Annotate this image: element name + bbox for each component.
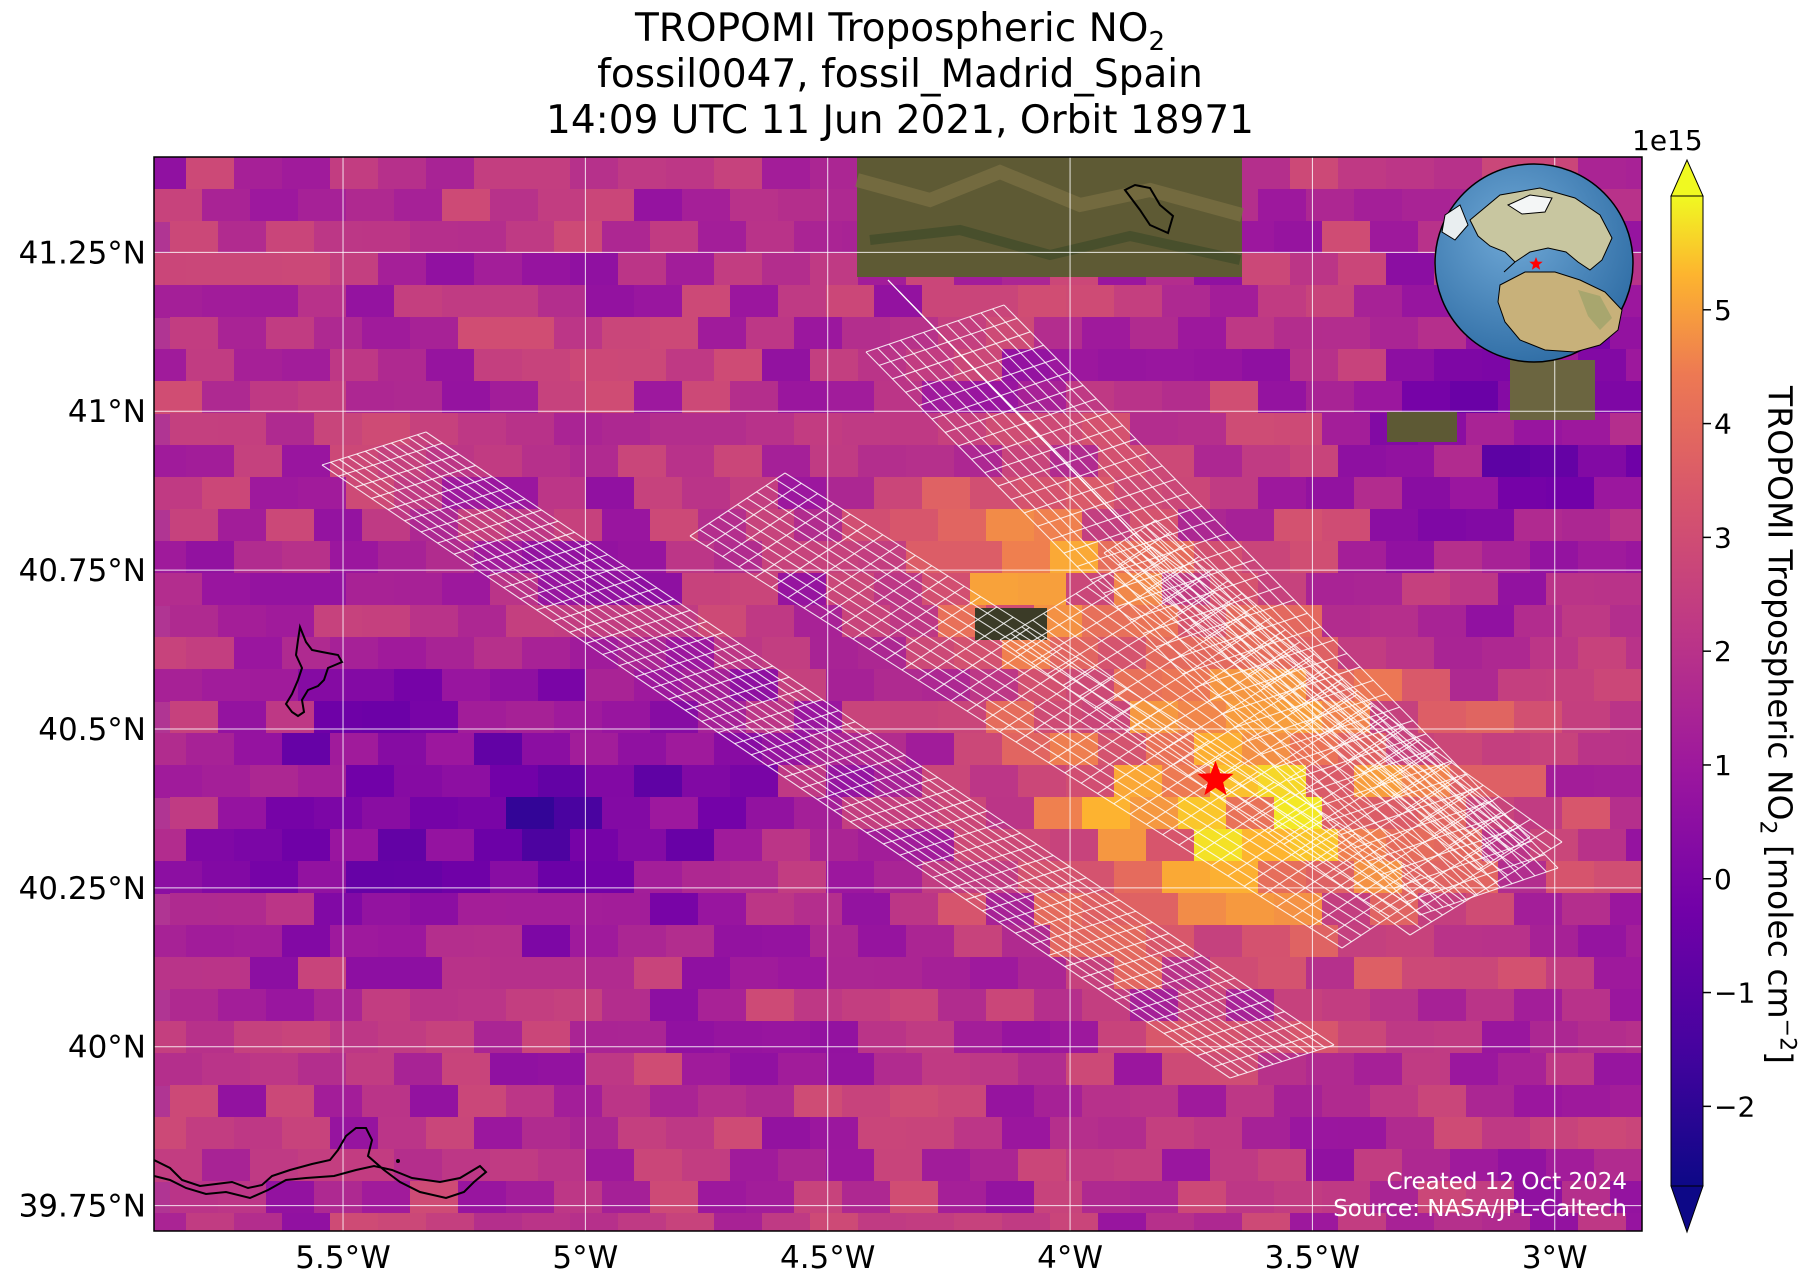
- colorbar-label: TROPOMI Tropospheric NO2 [molec cm−2]: [1754, 386, 1800, 1064]
- colorbar-tick-label: 3: [1714, 521, 1732, 554]
- swath-footprint: [999, 546, 1563, 936]
- x-tick-label: 5°W: [552, 1240, 618, 1276]
- y-tick-label: 39.75°N: [19, 1189, 146, 1225]
- y-tick-label: 40.5°N: [38, 712, 146, 748]
- created-date: Created 12 Oct 2024: [1386, 1169, 1627, 1195]
- swath-footprint: [865, 304, 1559, 916]
- colorbar-tick-label: 2: [1714, 635, 1732, 668]
- colorbar-exponent: 1e15: [1632, 124, 1703, 157]
- x-tick-label: 3°W: [1522, 1240, 1588, 1276]
- title-line-1: TROPOMI Tropospheric NO2: [634, 6, 1166, 57]
- marker-layer: [1197, 760, 1234, 796]
- map-frame: [153, 156, 1643, 1232]
- swath-footprint: [887, 279, 1160, 561]
- x-tick-label: 4°W: [1037, 1240, 1103, 1276]
- swath-footprint: [321, 431, 1335, 1079]
- colorbar-tick-label: 0: [1714, 863, 1732, 896]
- locator-globe: [1434, 163, 1634, 363]
- colorbar-tick-label: 5: [1714, 294, 1732, 327]
- title-line-2: fossil0047, fossil_Madrid_Spain: [597, 52, 1203, 97]
- title-line-3: 14:09 UTC 11 Jun 2021, Orbit 18971: [546, 98, 1254, 143]
- y-tick-label: 41°N: [68, 394, 146, 430]
- coastlines: [154, 623, 488, 1200]
- madrid-star-icon: [1197, 760, 1234, 796]
- lat-lon-gridlines: [154, 157, 1642, 1231]
- source-credit: Source: NASA/JPL-Caltech: [1333, 1196, 1627, 1222]
- y-tick-label: 40°N: [68, 1030, 146, 1066]
- colorbar-tick-label: 4: [1714, 408, 1732, 441]
- colorbar-tick-label: 1: [1714, 749, 1732, 782]
- colorbar-tick-label: −1: [1714, 977, 1755, 1010]
- x-tick-label: 4.5°W: [780, 1240, 875, 1276]
- swath-footprints: [321, 279, 1563, 1079]
- colorbar: 5 4 3 2 1 0 −1 −2: [1670, 158, 1755, 1234]
- colorbar-tick-label: −2: [1714, 1090, 1755, 1123]
- y-tick-label: 41.25°N: [19, 235, 146, 271]
- globe-star-icon: [1529, 257, 1543, 270]
- y-tick-label: 40.25°N: [19, 871, 146, 907]
- y-tick-label: 40.75°N: [19, 553, 146, 589]
- x-tick-label: 3.5°W: [1265, 1240, 1360, 1276]
- satellite-imagery-patches: [855, 157, 1595, 640]
- x-tick-label: 5.5°W: [295, 1240, 390, 1276]
